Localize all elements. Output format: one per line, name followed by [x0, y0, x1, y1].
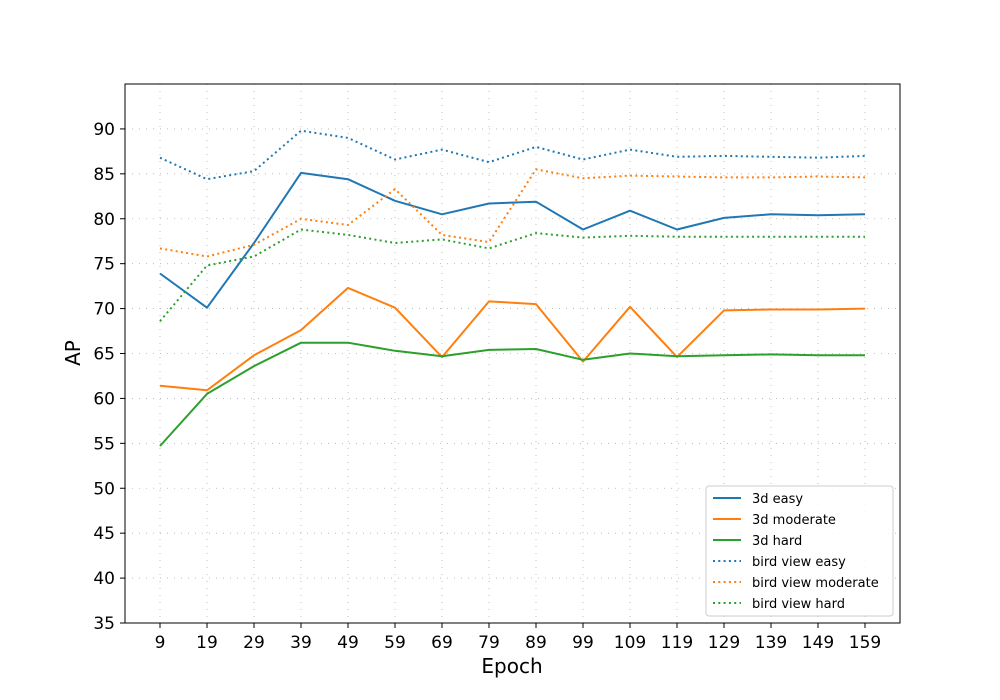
series-line — [159, 168, 866, 258]
x-tick-label: 39 — [290, 633, 312, 653]
series-layer — [159, 129, 866, 447]
y-tick-label: 85 — [93, 165, 115, 185]
y-tick-label: 45 — [93, 524, 115, 544]
y-tick-label: 65 — [93, 345, 115, 365]
legend-box — [705, 485, 894, 617]
series-line — [159, 171, 866, 309]
y-tick-label: 60 — [93, 389, 115, 409]
y-tick-label: 50 — [93, 479, 115, 499]
x-tick-label: 9 — [155, 633, 166, 653]
x-axis-title: Epoch — [481, 654, 542, 678]
x-tick-label: 49 — [337, 633, 359, 653]
y-tick-label: 55 — [93, 434, 115, 454]
y-axis: 35 40 45 50 55 60 65 70 75 80 85 90 — [93, 120, 125, 634]
x-tick-label: 109 — [614, 633, 646, 653]
x-tick-label: 149 — [802, 633, 834, 653]
series-line — [159, 286, 866, 392]
x-tick-label: 99 — [572, 633, 594, 653]
x-axis: 9 19 29 39 49 59 69 79 89 99 109 119 129 139 149 159 — [155, 623, 881, 653]
series-line — [159, 341, 865, 447]
y-axis-title: AP — [61, 340, 85, 366]
x-tick-label: 69 — [431, 633, 453, 653]
y-tick-label: 80 — [93, 210, 115, 230]
x-tick-label: 19 — [196, 633, 218, 653]
x-tick-label: 159 — [849, 633, 881, 653]
legend-label: 3d moderate — [752, 513, 836, 528]
legend: 3d easy 3d moderate 3d hard bird view easy b… — [705, 485, 894, 617]
legend-label: 3d easy — [752, 492, 803, 507]
y-tick-label: 75 — [93, 255, 115, 275]
y-tick-label: 70 — [93, 300, 115, 320]
x-tick-label: 129 — [708, 633, 740, 653]
x-tick-label: 89 — [525, 633, 547, 653]
legend-label: bird view easy — [752, 555, 846, 570]
legend-label: bird view hard — [752, 597, 845, 612]
y-tick-label: 40 — [93, 569, 115, 589]
y-tick-label: 35 — [93, 614, 115, 634]
x-tick-label: 29 — [243, 633, 265, 653]
legend-label: bird view moderate — [752, 576, 879, 591]
x-tick-label: 79 — [478, 633, 500, 653]
legend-label: 3d hard — [752, 534, 802, 549]
series-line — [159, 129, 866, 181]
x-tick-label: 139 — [755, 633, 787, 653]
y-tick-label: 90 — [93, 120, 115, 140]
x-tick-label: 119 — [661, 633, 693, 653]
x-tick-label: 59 — [384, 633, 406, 653]
series-line — [159, 228, 865, 322]
